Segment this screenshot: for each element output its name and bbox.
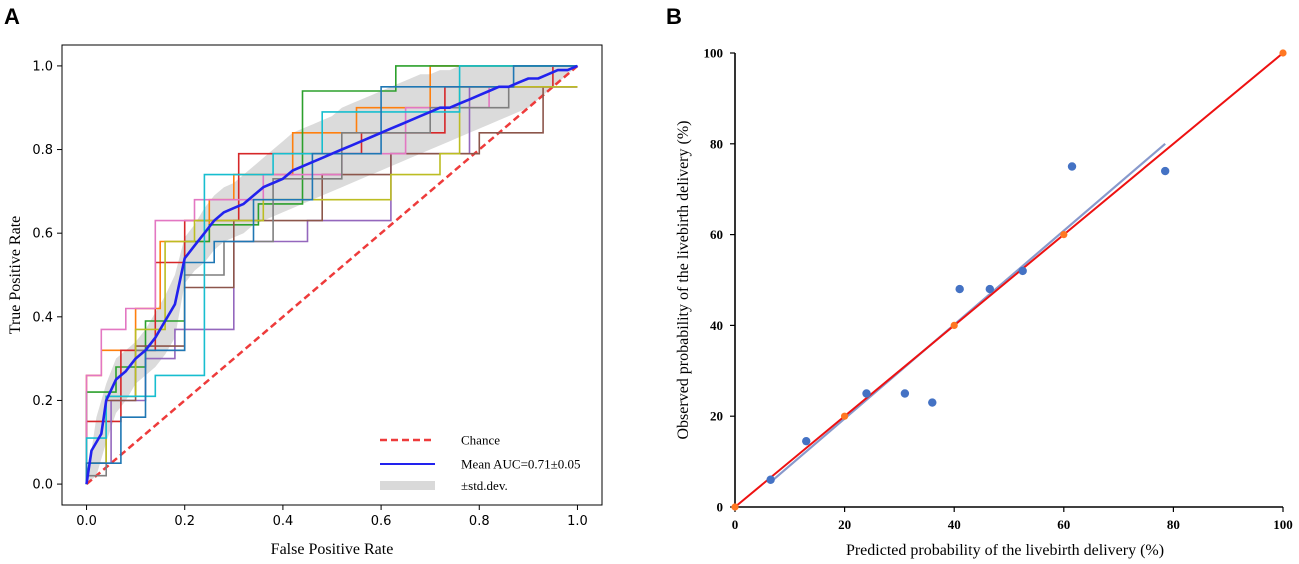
roc-y-tick-label: 0.6 xyxy=(32,227,53,242)
roc-y-tick-label: 0.2 xyxy=(32,394,53,409)
calibration-y-tick-label: 20 xyxy=(710,409,723,424)
calibration-x-tick-label: 40 xyxy=(948,517,961,532)
calibration-x-axis-label: Predicted probability of the livebirth d… xyxy=(846,542,1164,559)
legend-mean-label: Mean AUC=0.71±0.05 xyxy=(461,457,581,472)
calibration-x-tick-label: 80 xyxy=(1167,517,1180,532)
legend-std-label: ±std.dev. xyxy=(461,478,508,493)
calibration-x-tick-label: 20 xyxy=(838,517,851,532)
observed-point xyxy=(802,436,811,446)
roc-y-tick-label: 0.8 xyxy=(32,143,53,158)
calibration-x-tick-label: 60 xyxy=(1057,517,1070,532)
roc-chart: 0.0 0.2 0.4 0.6 0.8 1.0 0.0 0.2 0.4 0.6 0.8 1.0 Fal… xyxy=(7,44,603,558)
chance-line xyxy=(85,64,579,486)
roc-curve-fold-9 xyxy=(85,65,578,485)
roc-x-tick-label: 0.2 xyxy=(174,514,195,529)
calibration-x-tick-label: 100 xyxy=(1273,517,1293,532)
roc-x-tick-label: 0.6 xyxy=(371,514,392,529)
panel-label-a: A xyxy=(4,4,20,29)
calibration-y-tick-label: 40 xyxy=(710,318,723,333)
ideal-point xyxy=(1060,231,1068,239)
calibration-x-tick-label: 0 xyxy=(732,517,739,532)
panel-label-b: B xyxy=(666,4,682,29)
ideal-point xyxy=(950,321,958,329)
ideal-calibration-line xyxy=(734,52,1284,508)
calibration-ticks: 0 20 40 60 80 100 0 20 40 60 80 100 xyxy=(704,46,1293,533)
observed-point xyxy=(955,284,964,294)
roc-y-axis-label: True Positive Rate xyxy=(7,216,24,335)
chance-line-layer xyxy=(85,64,579,486)
observed-point xyxy=(862,389,871,398)
roc-ticks: 0.0 0.2 0.4 0.6 0.8 1.0 0.0 0.2 0.4 0.6 0.8 1.0 xyxy=(32,59,587,529)
roc-curve-fold-2 xyxy=(85,65,578,485)
calibration-chart: 0 20 40 60 80 100 0 20 40 60 80 100 Predicted proba… xyxy=(675,46,1293,560)
roc-y-tick-label: 1.0 xyxy=(32,59,53,74)
roc-legend: Chance Mean AUC=0.71±0.05 ±std.dev. xyxy=(380,433,581,493)
observed-point xyxy=(1067,162,1077,171)
calibration-y-tick-label: 100 xyxy=(704,46,724,61)
mean-roc-layer xyxy=(85,64,579,485)
roc-y-tick-label: 0.0 xyxy=(32,478,53,493)
calibration-y-axis-label: Observed probability of the livebirth de… xyxy=(675,120,692,439)
roc-curve-fold-10 xyxy=(85,65,578,485)
calibration-y-tick-label: 80 xyxy=(710,136,723,151)
observed-point xyxy=(928,398,937,407)
ideal-point xyxy=(1279,49,1287,57)
observed-points-layer xyxy=(766,162,1170,484)
roc-plot-frame xyxy=(61,44,603,506)
roc-x-tick-label: 0.8 xyxy=(469,514,490,529)
observed-point xyxy=(985,284,995,294)
ideal-point xyxy=(841,412,849,420)
roc-curve-fold-6 xyxy=(85,86,578,485)
observed-point xyxy=(766,475,775,484)
calibration-axes xyxy=(734,53,1283,508)
roc-x-tick-label: 0.0 xyxy=(76,514,97,529)
mean-roc-curve xyxy=(85,64,579,485)
calibration-y-tick-label: 60 xyxy=(710,227,723,242)
observed-point xyxy=(900,389,910,398)
calibration-y-tick-label: 0 xyxy=(717,500,724,515)
roc-x-axis-label: False Positive Rate xyxy=(271,541,394,558)
ideal-line-layer xyxy=(731,49,1287,511)
observed-point xyxy=(1018,266,1027,276)
legend-chance-label: Chance xyxy=(461,433,500,448)
roc-x-tick-label: 0.4 xyxy=(273,514,294,529)
roc-y-tick-label: 0.4 xyxy=(32,310,53,325)
observed-point xyxy=(1160,166,1170,176)
ideal-point xyxy=(731,503,739,511)
legend-std-swatch xyxy=(380,481,435,490)
roc-x-tick-label: 1.0 xyxy=(567,514,588,529)
